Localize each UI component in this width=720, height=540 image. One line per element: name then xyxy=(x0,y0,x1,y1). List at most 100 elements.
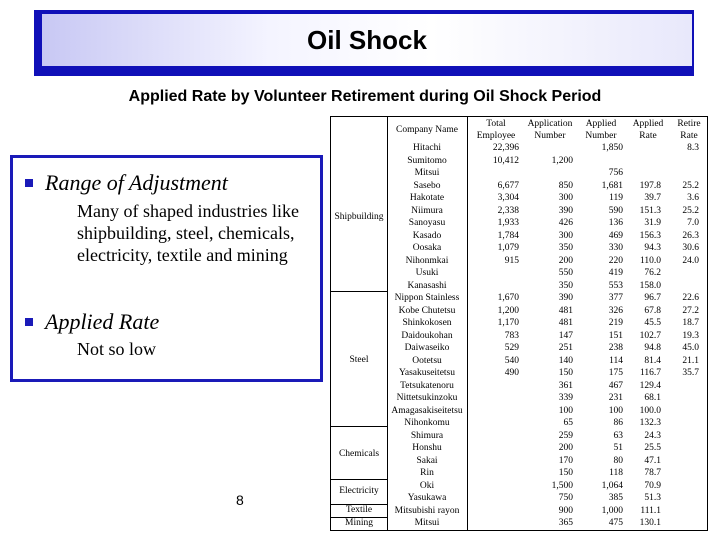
category-textile: Textile xyxy=(345,505,373,515)
employee-cell: 1,784 xyxy=(497,230,519,241)
application-cell: 1,200 xyxy=(551,155,573,166)
application-cell: 300 xyxy=(558,230,573,241)
application-cell: 361 xyxy=(558,380,573,391)
bullet-heading: Applied Rate xyxy=(45,309,160,334)
retire-rate-cell: 18.7 xyxy=(682,318,699,328)
application-cell: 259 xyxy=(558,430,573,441)
applied-number-cell: 114 xyxy=(609,355,623,366)
applied-number-cell: 231 xyxy=(608,393,623,403)
category-chemicals: Chemicals xyxy=(338,449,380,459)
company-cell: Usuki xyxy=(415,268,439,278)
applied-number-cell: 136 xyxy=(608,218,623,228)
company-cell: Hakotate xyxy=(409,193,445,203)
company-cell: Kobe Chutetsu xyxy=(398,305,456,316)
company-cell: Nihonkomu xyxy=(404,418,450,428)
applied-number-cell: 467 xyxy=(608,380,623,391)
applied-rate-cell xyxy=(627,142,661,155)
retire-rate-cell xyxy=(671,167,699,180)
header-applied-rate: Applied Rate xyxy=(632,119,664,141)
employee-column: 22,396 10,412 6,677 3,304 2,338 1,933 1,784 1,0… xyxy=(469,142,519,380)
page-number: 8 xyxy=(236,492,244,508)
applied-number-cell: 385 xyxy=(608,493,623,503)
company-cell: Mitsui xyxy=(414,518,440,528)
bullet-applied-rate: Applied Rate xyxy=(25,309,159,335)
applied-number-cell: 330 xyxy=(608,243,623,253)
applied-rate-cell: 132.3 xyxy=(639,418,661,428)
applied-rate-cell: 158.0 xyxy=(639,280,661,291)
retirement-table: Shipbuilding Steel Chemicals Electricity… xyxy=(330,116,708,531)
header-retire-rate: Retire Rate xyxy=(677,119,701,141)
company-cell: Nippon Stainless xyxy=(394,293,460,303)
table-divider xyxy=(467,117,468,530)
applied-rate-cell: 130.1 xyxy=(639,518,661,528)
company-cell: Sumitomo xyxy=(407,155,447,166)
slide-title: Oil Shock xyxy=(307,24,427,55)
applied-number-cell: 219 xyxy=(608,318,623,328)
employee-cell: 22,396 xyxy=(492,143,519,153)
employee-cell: 1,200 xyxy=(497,305,519,316)
company-cell: Tetsukatenoru xyxy=(400,380,454,391)
application-cell: 426 xyxy=(558,218,573,228)
application-cell: 900 xyxy=(558,505,573,516)
company-cell: Shimura xyxy=(410,430,444,441)
application-cell xyxy=(521,142,573,155)
retire-rate-cell: 35.7 xyxy=(682,368,699,378)
applied-number-cell: 419 xyxy=(608,268,623,278)
applied-rate-cell: 45.5 xyxy=(644,318,661,328)
employee-cell: 783 xyxy=(504,330,519,341)
retire-rate-cell: 7.0 xyxy=(687,218,699,228)
application-cell: 481 xyxy=(558,305,573,316)
retire-rate-cell: 22.6 xyxy=(682,293,699,303)
employee-cell: 540 xyxy=(504,355,519,366)
applied-rate-cell: 51.3 xyxy=(644,493,661,503)
applied-number-cell: 175 xyxy=(608,368,623,378)
employee-cell: 6,677 xyxy=(497,180,519,191)
applied-number-cell: 553 xyxy=(608,280,623,291)
company-cell: Oki xyxy=(419,480,435,491)
company-cell: Nittetsukinzoku xyxy=(396,393,458,403)
application-cell: 339 xyxy=(558,393,573,403)
retire-rate-cell xyxy=(671,267,699,280)
company-cell: Niimura xyxy=(411,205,443,216)
application-cell: 147 xyxy=(558,330,573,341)
applied-number-cell: 756 xyxy=(608,168,623,178)
company-cell: Kasado xyxy=(412,230,442,241)
applied-rate-column: 197.8 39.7 151.3 31.9 156.3 94.3 110.0 76.2 158.… xyxy=(627,142,661,530)
applied-number-cell: 100 xyxy=(608,405,623,416)
company-cell: Shinkokosen xyxy=(402,318,452,328)
employee-cell: 10,412 xyxy=(492,155,519,166)
application-cell: 300 xyxy=(558,193,573,203)
table-divider xyxy=(331,517,387,518)
application-cell: 550 xyxy=(558,268,573,278)
application-cell: 481 xyxy=(558,318,573,328)
title-panel: Oil Shock xyxy=(42,14,692,66)
company-cell: Ootetsu xyxy=(412,355,442,366)
retire-rate-cell: 3.6 xyxy=(687,193,699,203)
applied-rate-cell: 110.0 xyxy=(639,255,661,266)
company-cell: Sanoyasu xyxy=(408,218,446,228)
summary-box: Range of Adjustment Many of shaped indus… xyxy=(10,155,323,382)
company-cell: Mitsubishi rayon xyxy=(394,505,460,516)
application-cell: 850 xyxy=(558,180,573,191)
category-steel: Steel xyxy=(349,355,369,365)
bullet-heading: Range of Adjustment xyxy=(45,170,228,195)
application-cell: 350 xyxy=(558,243,573,253)
applied-rate-cell: 25.5 xyxy=(644,443,661,453)
table-divider xyxy=(331,291,387,292)
applied-rate-cell: 129.4 xyxy=(639,380,661,391)
applied-rate-cell xyxy=(627,167,661,180)
applied-rate-cell: 47.1 xyxy=(644,455,661,466)
application-cell: 150 xyxy=(558,468,573,478)
company-cell: Rin xyxy=(420,468,434,478)
retire-rate-cell: 24.0 xyxy=(682,255,699,266)
company-cell: Hitachi xyxy=(413,143,441,153)
applied-rate-cell: 197.8 xyxy=(639,180,661,191)
employee-cell xyxy=(469,167,519,180)
employee-cell: 2,338 xyxy=(497,205,519,216)
employee-cell: 915 xyxy=(504,255,519,266)
company-cell: Nihonmkai xyxy=(405,255,449,266)
applied-number-cell xyxy=(577,155,623,168)
retire-rate-cell xyxy=(671,155,699,168)
applied-number-cell: 51 xyxy=(613,443,624,453)
header-applied-number: Applied Number xyxy=(585,119,617,141)
